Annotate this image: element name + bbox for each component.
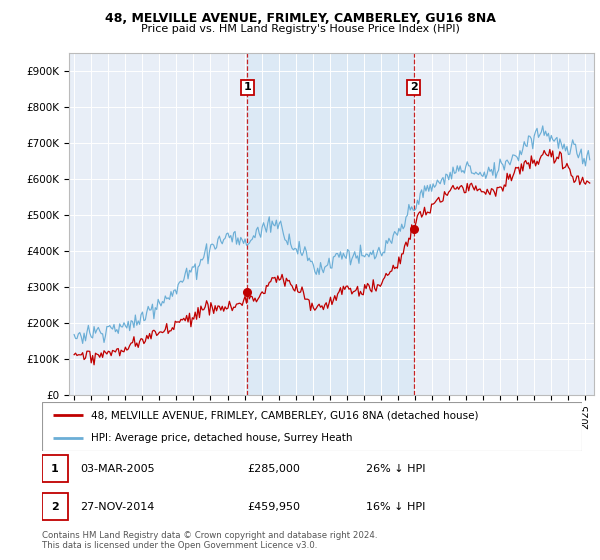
Text: 2: 2 xyxy=(51,502,59,511)
Text: 26% ↓ HPI: 26% ↓ HPI xyxy=(366,464,425,474)
Text: 48, MELVILLE AVENUE, FRIMLEY, CAMBERLEY, GU16 8NA (detached house): 48, MELVILLE AVENUE, FRIMLEY, CAMBERLEY,… xyxy=(91,410,478,421)
Text: 16% ↓ HPI: 16% ↓ HPI xyxy=(366,502,425,511)
Bar xyxy=(42,493,68,520)
Bar xyxy=(42,455,68,482)
Bar xyxy=(247,53,413,395)
Text: 2: 2 xyxy=(410,82,418,92)
Text: Contains HM Land Registry data © Crown copyright and database right 2024.
This d: Contains HM Land Registry data © Crown c… xyxy=(42,531,377,550)
Text: 1: 1 xyxy=(244,82,251,92)
Text: HPI: Average price, detached house, Surrey Heath: HPI: Average price, detached house, Surr… xyxy=(91,433,352,444)
Text: 48, MELVILLE AVENUE, FRIMLEY, CAMBERLEY, GU16 8NA: 48, MELVILLE AVENUE, FRIMLEY, CAMBERLEY,… xyxy=(104,12,496,25)
Text: £459,950: £459,950 xyxy=(247,502,300,511)
Text: 03-MAR-2005: 03-MAR-2005 xyxy=(80,464,154,474)
Text: 27-NOV-2014: 27-NOV-2014 xyxy=(80,502,154,511)
Text: £285,000: £285,000 xyxy=(247,464,300,474)
Text: 1: 1 xyxy=(51,464,59,474)
Text: Price paid vs. HM Land Registry's House Price Index (HPI): Price paid vs. HM Land Registry's House … xyxy=(140,24,460,34)
